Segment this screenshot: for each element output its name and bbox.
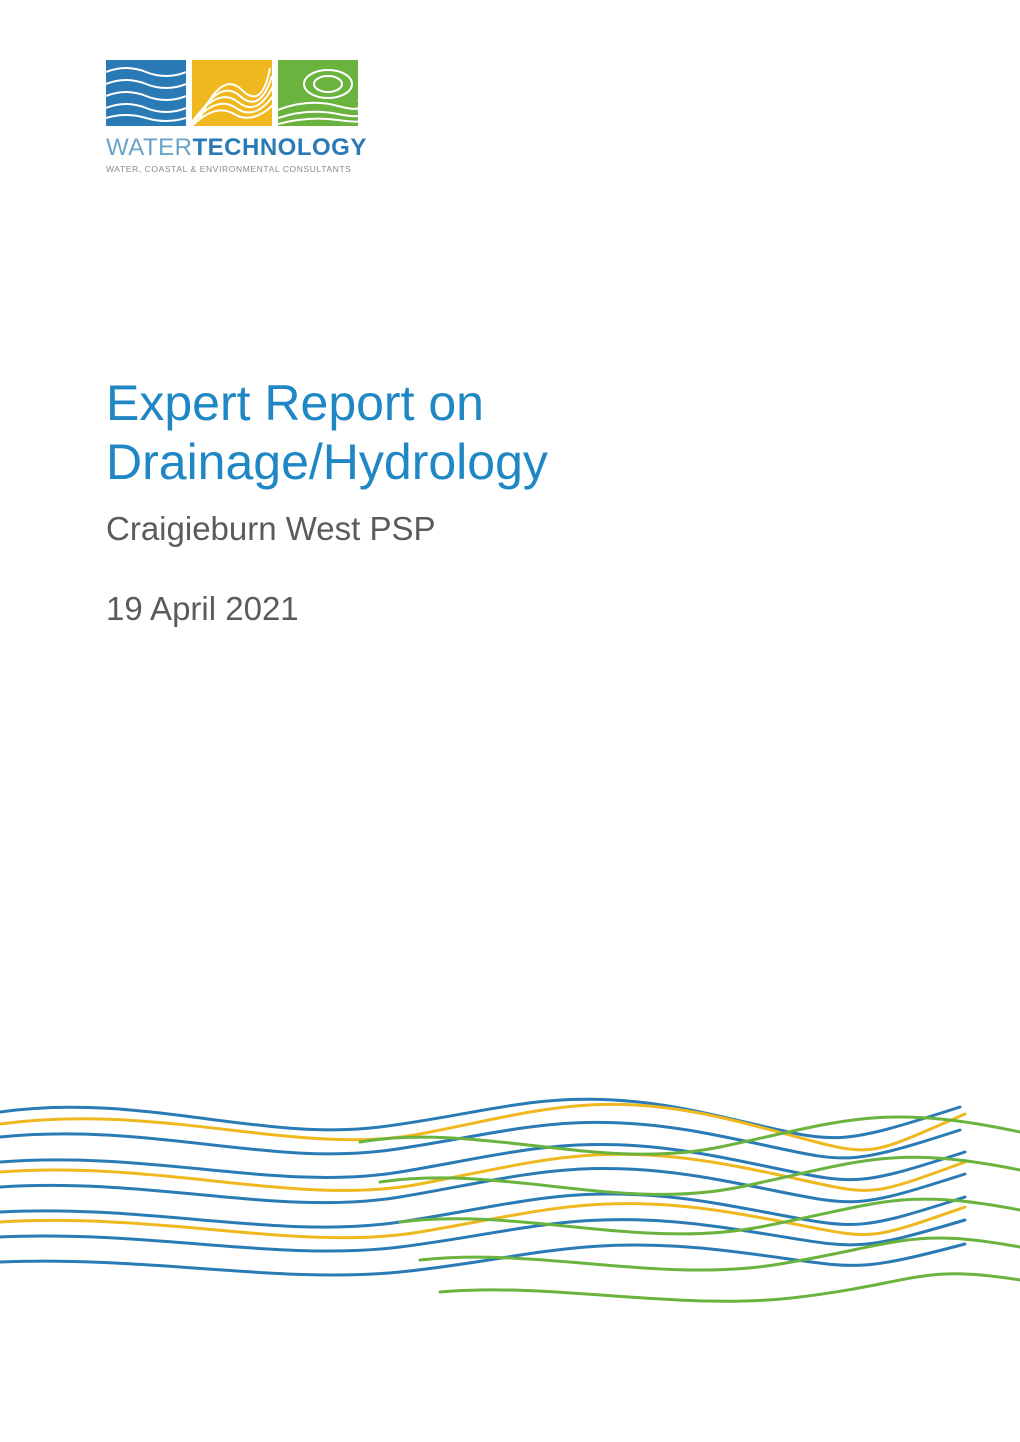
company-logo: WATERTECHNOLOGY WATER, COASTAL & ENVIRON… [106, 60, 374, 174]
logo-tile-blue [106, 60, 186, 126]
report-title: Expert Report on Drainage/Hydrology [106, 374, 920, 492]
logo-tile-yellow [192, 60, 272, 126]
report-cover-page: WATERTECHNOLOGY WATER, COASTAL & ENVIRON… [0, 0, 1020, 1442]
report-subtitle: Craigieburn West PSP [106, 510, 920, 548]
logo-tile-green [278, 60, 358, 126]
logo-tagline: WATER, COASTAL & ENVIRONMENTAL CONSULTAN… [106, 164, 374, 174]
topo-lines-icon [278, 60, 358, 126]
logo-brand-text: WATERTECHNOLOGY [106, 134, 374, 162]
logo-word-water: WATER [106, 134, 193, 161]
wave-lines-icon [106, 60, 186, 126]
decorative-wave-graphic [0, 1072, 1020, 1332]
contour-lines-icon [192, 60, 272, 126]
logo-tiles [106, 60, 374, 126]
report-date: 19 April 2021 [106, 590, 920, 628]
logo-word-technology: TECHNOLOGY [193, 134, 367, 161]
